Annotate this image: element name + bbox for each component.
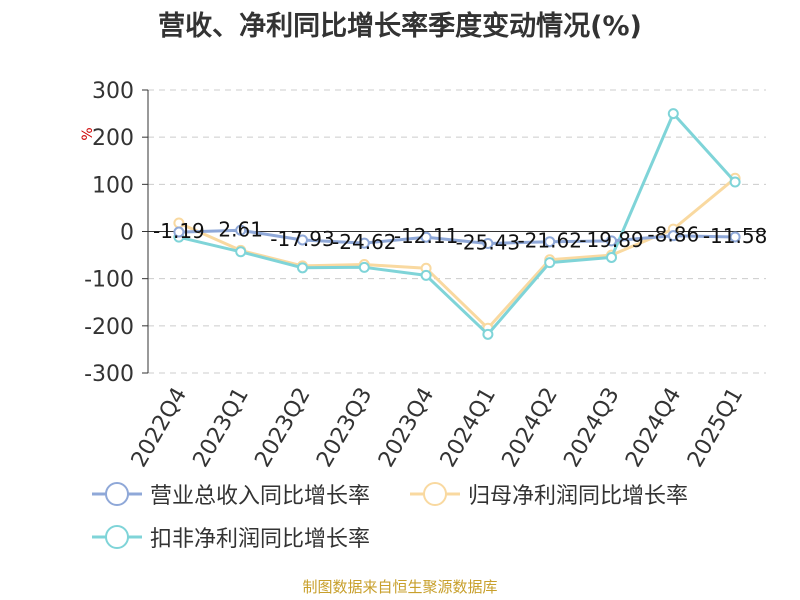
y-tick-label: 100 xyxy=(92,173,134,198)
series-line xyxy=(178,177,737,330)
data-point xyxy=(235,224,247,236)
y-tick-label: -100 xyxy=(84,268,134,293)
x-tick-label: 2023Q1 xyxy=(189,384,254,472)
data-point xyxy=(482,328,494,340)
legend-label-deducted-profit: 扣非净利润同比增长率 xyxy=(150,527,371,552)
series-line xyxy=(178,228,736,245)
data-point xyxy=(667,230,679,242)
legend-marker-deducted-profit xyxy=(92,525,142,549)
series-line xyxy=(178,112,737,336)
data-label: -17.93 xyxy=(270,227,334,251)
x-tick-label: 2024Q4 xyxy=(621,384,686,472)
y-tick-label: 300 xyxy=(92,79,134,104)
data-label: -8.86 xyxy=(647,223,699,247)
y-tick-label: 200 xyxy=(92,126,134,151)
legend-label-revenue: 营业总收入同比增长率 xyxy=(150,484,371,509)
x-tick-label: 2024Q3 xyxy=(559,384,624,472)
data-point xyxy=(729,231,741,243)
data-label: -11.58 xyxy=(703,224,767,248)
data-point xyxy=(667,108,679,120)
x-tick-label: 2025Q1 xyxy=(683,384,748,472)
x-tick-label: 2023Q3 xyxy=(312,384,377,472)
data-source-note: 制图数据来自恒生聚源数据库 xyxy=(302,578,498,596)
data-label: -12.11 xyxy=(394,224,458,248)
data-label: -25.43 xyxy=(456,230,520,254)
data-point xyxy=(358,237,370,249)
legend-marker-revenue xyxy=(92,482,142,506)
x-tick-label: 2024Q1 xyxy=(436,384,501,472)
data-point xyxy=(482,237,494,249)
data-point xyxy=(358,261,370,273)
data-label: -1.19 xyxy=(153,219,205,243)
x-tick-label: 2023Q2 xyxy=(250,384,315,472)
data-point xyxy=(235,246,247,258)
data-point xyxy=(297,234,308,246)
data-point xyxy=(544,236,556,248)
x-tick-label: 2024Q2 xyxy=(498,384,563,472)
legend-marker-net-profit xyxy=(410,482,460,506)
legend-item-revenue[interactable]: 营业总收入同比增长率 xyxy=(92,478,370,510)
legend-label-net-profit: 归母净利润同比增长率 xyxy=(468,484,689,509)
data-point xyxy=(729,176,741,188)
x-tick-label: 2022Q4 xyxy=(127,384,192,472)
data-point xyxy=(606,235,617,247)
data-point xyxy=(420,231,432,243)
y-tick-label: -200 xyxy=(84,315,134,340)
legend-item-deducted-profit[interactable]: 扣非净利润同比增长率 xyxy=(92,521,370,553)
data-point xyxy=(297,262,308,274)
legend-item-net-profit[interactable]: 归母净利润同比增长率 xyxy=(410,478,688,510)
chart-title: 营收、净利同比增长率季度变动情况(%) xyxy=(158,11,642,42)
y-axis-label: % xyxy=(80,127,96,140)
data-label: -19.89 xyxy=(579,228,643,252)
data-point xyxy=(420,269,432,281)
data-label: -24.62 xyxy=(332,230,396,254)
data-point xyxy=(606,251,617,263)
x-tick-label: 2023Q4 xyxy=(374,383,439,471)
data-point xyxy=(544,257,556,269)
y-tick-label: -300 xyxy=(84,362,134,387)
data-label: 2.61 xyxy=(218,217,263,241)
data-point xyxy=(173,226,185,238)
y-tick-label: 0 xyxy=(120,221,134,246)
data-label: -21.62 xyxy=(517,229,581,253)
